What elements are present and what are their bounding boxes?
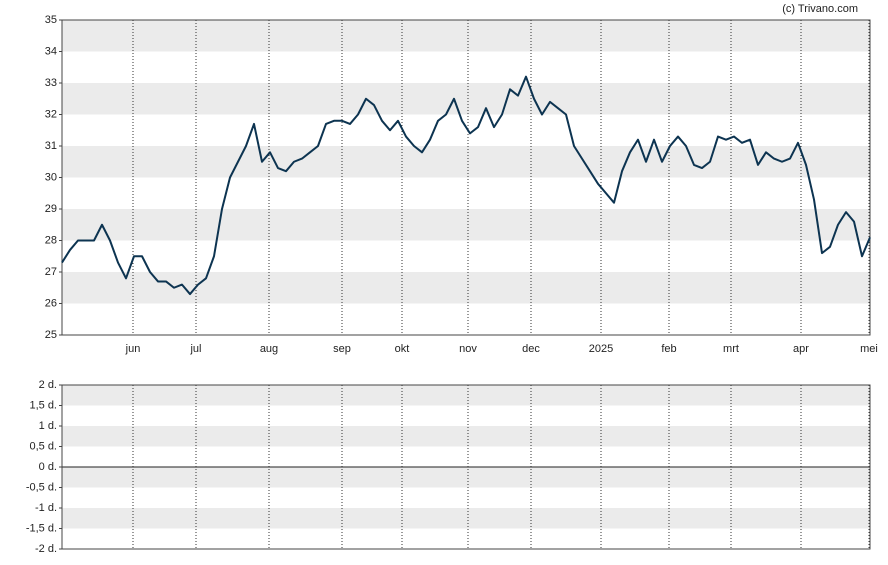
price-line bbox=[61, 75, 871, 296]
y-tick-label: 0 d. bbox=[39, 461, 57, 473]
y-tick-label: 25 bbox=[45, 329, 57, 341]
x-tick-label: dec bbox=[522, 343, 540, 355]
y-tick-label: -1,5 d. bbox=[26, 522, 57, 534]
plot-frame bbox=[61, 19, 871, 336]
y-tick-label: 29 bbox=[45, 203, 57, 215]
grid-band bbox=[62, 508, 870, 529]
y-tick-label: -2 d. bbox=[35, 543, 57, 555]
y-tick-label: 26 bbox=[45, 297, 57, 309]
x-tick-label: jun bbox=[125, 343, 141, 355]
grid-band bbox=[62, 209, 870, 241]
grid-band bbox=[62, 20, 870, 52]
y-tick-label: -0,5 d. bbox=[26, 481, 57, 493]
x-tick-label: okt bbox=[395, 343, 410, 355]
grid-band bbox=[62, 146, 870, 178]
y-tick-label: 32 bbox=[45, 108, 57, 120]
x-tick-label: nov bbox=[459, 343, 477, 355]
x-tick-label: jul bbox=[189, 343, 201, 355]
y-tick-label: 34 bbox=[45, 45, 57, 57]
credit: (c) Trivano.com bbox=[782, 3, 858, 15]
y-tick-label: 28 bbox=[45, 234, 57, 246]
x-tick-label: aug bbox=[260, 343, 278, 355]
y-tick-label: 1,5 d. bbox=[29, 399, 57, 411]
y-tick-label: -1 d. bbox=[35, 502, 57, 514]
y-tick-label: 0,5 d. bbox=[29, 440, 57, 452]
grid-band bbox=[62, 272, 870, 304]
y-tick-label: 1 d. bbox=[39, 420, 57, 432]
x-tick-label: feb bbox=[661, 343, 676, 355]
plot-frame bbox=[61, 384, 871, 550]
x-tick-label: sep bbox=[333, 343, 351, 355]
y-tick-label: 35 bbox=[45, 14, 57, 26]
y-tick-label: 27 bbox=[45, 266, 57, 278]
x-tick-label: apr bbox=[793, 343, 809, 355]
x-tick-label: 2025 bbox=[589, 343, 613, 355]
grid-band bbox=[62, 83, 870, 115]
y-tick-label: 30 bbox=[45, 171, 57, 183]
y-tick-label: 31 bbox=[45, 140, 57, 152]
x-tick-label: mei bbox=[860, 343, 878, 355]
grid-band bbox=[62, 467, 870, 488]
x-tick-label: mrt bbox=[723, 343, 739, 355]
grid-band bbox=[62, 385, 870, 406]
grid-band bbox=[62, 426, 870, 447]
y-tick-label: 33 bbox=[45, 77, 57, 89]
y-tick-label: 2 d. bbox=[39, 379, 57, 391]
